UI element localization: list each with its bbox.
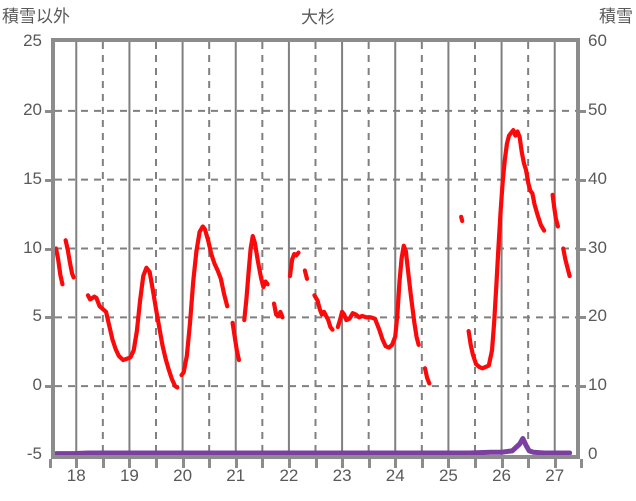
- tick-mark: [45, 247, 54, 251]
- series-line-non-snow: [85, 265, 180, 390]
- tick-mark: [577, 316, 586, 320]
- left-tick-label: 5: [32, 306, 42, 326]
- x-tick-label: 21: [226, 466, 246, 485]
- plot-inner: [55, 42, 576, 455]
- series-line-non-snow: [466, 128, 547, 371]
- series-line-non-snow: [561, 246, 572, 279]
- tick-mark: [367, 459, 371, 468]
- tick-mark: [553, 459, 557, 468]
- right-axis-name: 積雪: [599, 7, 633, 26]
- series-lines: [55, 128, 573, 455]
- tick-mark: [341, 459, 345, 468]
- right-tick-label: 50: [588, 99, 607, 119]
- tick-mark: [208, 459, 212, 468]
- tick-mark: [45, 385, 54, 389]
- right-tick-label: 10: [588, 375, 607, 395]
- series-line-non-snow: [302, 268, 310, 281]
- tick-mark: [314, 459, 318, 468]
- tick-mark: [420, 459, 424, 468]
- right-tick-label: 40: [588, 168, 607, 188]
- left-tick-label: 15: [23, 168, 42, 188]
- series-line-non-snow: [179, 224, 230, 378]
- series-line-non-snow: [230, 320, 242, 363]
- x-tick-label: 18: [66, 466, 86, 485]
- series-line-non-snow: [335, 243, 421, 350]
- tick-mark: [75, 459, 79, 468]
- left-tick-label: 0: [32, 375, 42, 395]
- right-tick-label: 20: [588, 306, 607, 326]
- x-tick-label: 27: [545, 466, 565, 485]
- series-line-non-snow: [459, 214, 465, 224]
- left-tick-label: -5: [26, 444, 42, 463]
- series-line-non-snow: [242, 234, 270, 323]
- tick-mark: [101, 459, 105, 468]
- tick-mark: [527, 459, 531, 468]
- x-tick-label: 26: [492, 466, 512, 485]
- x-tick-label: 19: [119, 466, 139, 485]
- x-tick-label: 24: [385, 466, 405, 485]
- x-tick-label: 25: [438, 466, 458, 485]
- tick-mark: [261, 459, 265, 468]
- series-line-snow: [55, 435, 573, 455]
- series-line-non-snow: [287, 250, 301, 279]
- series-line-non-snow: [312, 293, 335, 332]
- right-tick-label: 0: [588, 444, 598, 463]
- right-tick-label: 60: [588, 31, 607, 50]
- tick-mark: [128, 459, 132, 468]
- tick-mark: [394, 459, 398, 468]
- gridlines: [55, 42, 576, 455]
- series-line-non-snow: [55, 246, 65, 287]
- tick-mark: [580, 459, 584, 468]
- left-tick-label: 25: [23, 31, 42, 50]
- left-axis-name: 積雪以外: [2, 7, 70, 26]
- tick-mark: [234, 459, 238, 468]
- x-tick-label: 23: [332, 466, 352, 485]
- tick-mark: [447, 459, 451, 468]
- plot-area: [51, 38, 580, 459]
- left-tick-label: 20: [23, 99, 42, 119]
- tick-mark: [473, 459, 477, 468]
- series-line-non-snow: [63, 238, 76, 280]
- tick-mark: [155, 459, 158, 468]
- tick-mark: [577, 247, 586, 251]
- tick-mark: [45, 316, 54, 320]
- left-tick-label: 10: [23, 237, 42, 257]
- series-line-non-snow: [550, 192, 561, 229]
- right-tick-label: 30: [588, 237, 607, 257]
- x-tick-label: 22: [279, 466, 299, 485]
- tick-mark: [181, 459, 185, 468]
- tick-mark: [577, 109, 586, 113]
- tick-mark: [577, 385, 586, 389]
- plot-svg: [55, 42, 576, 455]
- series-line-non-snow: [271, 301, 285, 320]
- page-title: 大杉: [301, 8, 335, 27]
- tick-mark: [287, 459, 291, 468]
- series-line-non-snow: [422, 366, 432, 386]
- tick-mark: [48, 459, 52, 468]
- tick-mark: [45, 178, 54, 182]
- tick-mark: [45, 109, 54, 113]
- x-tick-label: 20: [173, 466, 193, 485]
- tick-mark: [500, 459, 504, 468]
- tick-mark: [577, 178, 586, 182]
